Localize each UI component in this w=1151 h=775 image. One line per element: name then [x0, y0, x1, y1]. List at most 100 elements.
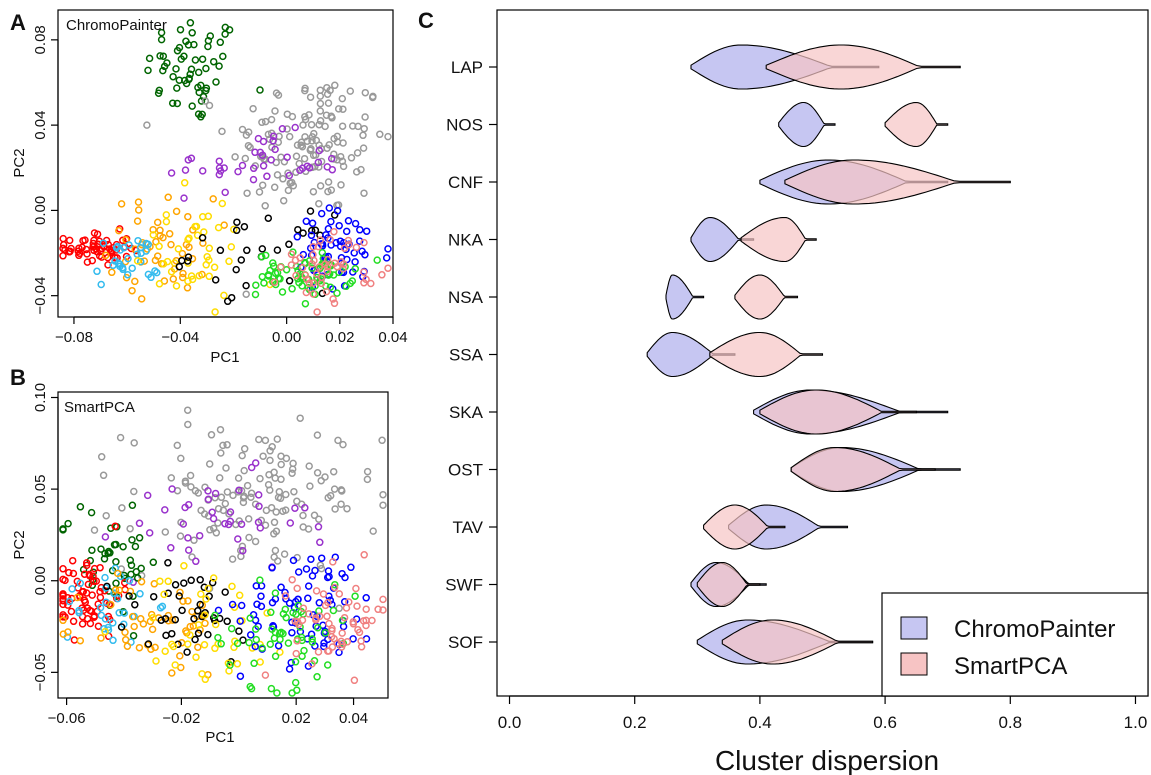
panel-a-point — [187, 154, 196, 163]
panel-b-point — [186, 622, 194, 631]
panel-b-point — [115, 609, 123, 617]
violin-sof-smartpca — [721, 619, 874, 665]
panel-b-point — [329, 558, 337, 566]
panel-a-point — [159, 52, 168, 60]
panel-a-point — [338, 94, 347, 103]
panel-a-point — [384, 245, 392, 253]
panel-a-point — [223, 297, 232, 306]
panel-b-point — [317, 564, 326, 573]
panel-a-point — [337, 181, 345, 189]
panel-a-point — [111, 253, 119, 262]
panel-a-point — [336, 242, 345, 251]
panel-a-point — [309, 187, 318, 196]
panel-b-point — [227, 624, 236, 633]
panel-c-x-tick-label: 0.4 — [748, 713, 772, 732]
panel-c-violins — [646, 44, 1011, 665]
panel-a-point — [165, 230, 174, 238]
panel-a-point — [334, 105, 343, 113]
panel-a-point — [221, 188, 229, 197]
panel-b-point — [251, 459, 260, 467]
violin-swf-smartpca — [696, 561, 761, 608]
panel-a-point — [323, 267, 332, 276]
panel-b-point — [171, 615, 180, 624]
panel-b-point — [273, 435, 282, 443]
panel-a-point — [241, 154, 250, 163]
panel-b-y-label: PC2 — [11, 530, 28, 559]
category-label-swf: SWF — [445, 576, 483, 595]
panel-b-point — [315, 515, 323, 523]
panel-b-point — [104, 547, 113, 556]
panel-b-point — [96, 563, 104, 572]
panel-a-point — [157, 28, 166, 37]
panel-b-point — [247, 684, 256, 693]
panel-a-point — [368, 93, 377, 102]
panel-a-point — [59, 252, 67, 260]
panel-a-point — [75, 249, 84, 258]
panel-b-point — [179, 597, 187, 605]
panel-a-point — [232, 226, 241, 235]
panel-b-point — [360, 551, 368, 559]
panel-a-point — [231, 153, 239, 161]
panel-c-x-tick-label: 0.2 — [623, 713, 647, 732]
panel-a-point — [243, 246, 251, 255]
panel-a-point — [101, 251, 110, 260]
panel-b-y-ticks: −0.05 0.00 0.05 0.10 — [32, 383, 59, 691]
panel-b-point — [191, 487, 200, 495]
violin-ska-smartpca — [759, 389, 917, 435]
panel-b-point — [340, 613, 349, 622]
panel-a-point — [337, 258, 345, 266]
panel-c-x-label: Cluster dispersion — [715, 745, 939, 775]
panel-a-point — [93, 267, 101, 276]
panel-a-point — [294, 225, 302, 234]
panel-b-point — [279, 629, 287, 638]
panel-b-point — [246, 614, 254, 622]
panel-b-point — [167, 474, 176, 482]
panel-b-x-tick-label: −0.06 — [48, 710, 86, 727]
panel-b-point — [237, 601, 246, 610]
panel-b-point — [276, 635, 284, 644]
panel-b-point — [120, 571, 128, 580]
panel-b-point — [304, 582, 313, 590]
panel-b-point — [314, 623, 322, 632]
panel-b-point — [208, 578, 217, 587]
panel-a-point — [316, 92, 325, 100]
panel-b-point — [201, 675, 210, 684]
panel-a-point — [249, 175, 258, 184]
category-label-sof: SOF — [448, 633, 483, 652]
panel-b-point — [196, 576, 204, 584]
panel-a-point — [287, 250, 296, 259]
panel-b-point — [151, 643, 159, 652]
panel-a-point — [267, 115, 276, 124]
panel-b-point — [239, 636, 247, 644]
panel-a-point — [123, 270, 132, 279]
panel-a-point — [238, 161, 247, 170]
panel-b-point — [171, 581, 180, 589]
panel-a-point — [285, 277, 294, 285]
panel-a-point — [155, 86, 164, 95]
panel-a-point — [75, 244, 83, 253]
panel-b-point — [161, 647, 169, 655]
panel-b-point — [254, 491, 263, 499]
panel-a-point — [323, 144, 331, 152]
panel-a-point — [269, 137, 277, 145]
panel-b-point — [235, 627, 243, 635]
panel-a-point — [382, 254, 391, 262]
panel-a-point — [90, 242, 98, 250]
panel-b-point — [256, 524, 265, 532]
panel-a-point — [273, 171, 282, 179]
panel-b-point — [181, 503, 189, 512]
panel-b-point — [252, 635, 261, 644]
panel-a-point — [316, 107, 325, 115]
panel-b-point — [101, 627, 109, 636]
panel-a-point — [194, 110, 203, 118]
panel-a-point — [295, 278, 303, 287]
panel-a-point — [310, 129, 318, 138]
panel-a-point — [327, 186, 336, 194]
panel-b-point — [316, 538, 324, 547]
category-label-nka: NKA — [448, 231, 484, 250]
panel-a-point — [119, 236, 127, 245]
panel-b-point — [306, 482, 314, 490]
panel-b-point — [288, 628, 296, 637]
panel-b-point — [216, 425, 225, 434]
panel-a-point — [323, 83, 331, 92]
